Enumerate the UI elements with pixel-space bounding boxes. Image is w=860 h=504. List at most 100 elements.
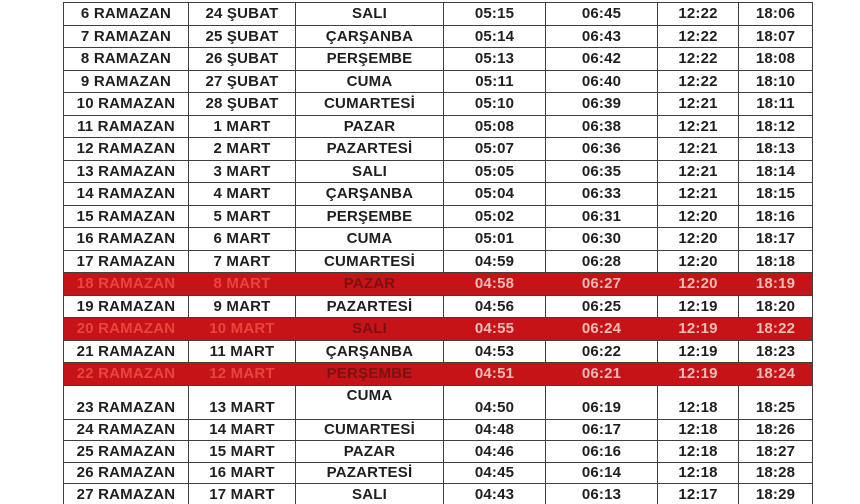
- ramazan-day-cell: 20 RAMAZAN: [63, 317, 189, 341]
- ramazan-day-cell: 22 RAMAZAN: [63, 362, 189, 386]
- time-cell: 18:13: [738, 137, 813, 161]
- time-cell: 04:43: [443, 483, 546, 504]
- table-row: 13 RAMAZAN 3 MART SALI 05:05 06:35 12:21 18:14: [63, 159, 813, 183]
- time-cell: 18:20: [738, 294, 813, 318]
- weekday-cell: CUMARTESİ: [295, 418, 444, 441]
- ramazan-day-cell: 26 RAMAZAN: [63, 461, 189, 484]
- date-cell: 15 MART: [188, 440, 296, 463]
- time-cell: 18:23: [738, 339, 813, 363]
- time-cell: 12:21: [657, 137, 739, 161]
- ramazan-day-cell: 18 RAMAZAN: [63, 272, 189, 296]
- time-cell: 18:28: [738, 461, 813, 484]
- time-cell: 12:20: [657, 272, 739, 296]
- time-cell: 06:13: [545, 483, 658, 504]
- ramazan-day-cell: 24 RAMAZAN: [63, 418, 189, 441]
- time-cell: 06:25: [545, 294, 658, 318]
- ramazan-day-cell: 23 RAMAZAN: [63, 384, 189, 420]
- table-row: 27 RAMAZAN 17 MART SALI 04:43 06:13 12:17 18:2…: [63, 483, 813, 504]
- time-cell: 18:24: [738, 362, 813, 386]
- weekday-cell: PERŞEMBE: [295, 362, 444, 386]
- date-cell: 8 MART: [188, 272, 296, 296]
- weekday-cell: CUMARTESİ: [295, 92, 444, 116]
- time-cell: 12:22: [657, 47, 739, 71]
- date-cell: 25 ŞUBAT: [188, 24, 296, 48]
- date-cell: 4 MART: [188, 182, 296, 206]
- table-row: 9 RAMAZAN 27 ŞUBAT CUMA 05:11 06:40 12:22 18:1…: [63, 69, 813, 93]
- weekday-cell: PAZARTESİ: [295, 461, 444, 484]
- time-cell: 18:14: [738, 159, 813, 183]
- time-cell: 06:19: [545, 384, 658, 420]
- time-cell: 18:27: [738, 440, 813, 463]
- time-cell: 04:56: [443, 294, 546, 318]
- time-cell: 05:10: [443, 92, 546, 116]
- date-cell: 12 MART: [188, 362, 296, 386]
- time-cell: 06:31: [545, 204, 658, 228]
- time-cell: 04:45: [443, 461, 546, 484]
- time-cell: 06:39: [545, 92, 658, 116]
- time-cell: 18:11: [738, 92, 813, 116]
- time-cell: 12:22: [657, 69, 739, 93]
- time-cell: 04:51: [443, 362, 546, 386]
- weekday-cell: PERŞEMBE: [295, 47, 444, 71]
- ramazan-day-cell: 25 RAMAZAN: [63, 440, 189, 463]
- date-cell: 13 MART: [188, 384, 296, 420]
- table-row: 23 RAMAZAN 13 MART CUMA 04:50 06:19 12:18 18:2…: [63, 384, 813, 420]
- time-cell: 18:16: [738, 204, 813, 228]
- time-cell: 18:10: [738, 69, 813, 93]
- ramazan-day-cell: 14 RAMAZAN: [63, 182, 189, 206]
- time-cell: 12:21: [657, 182, 739, 206]
- time-cell: 05:08: [443, 114, 546, 138]
- time-cell: 12:19: [657, 317, 739, 341]
- time-cell: 12:18: [657, 461, 739, 484]
- time-cell: 18:18: [738, 249, 813, 273]
- time-cell: 12:20: [657, 227, 739, 251]
- table-row: 15 RAMAZAN 5 MART PERŞEMBE 05:02 06:31 12:20 1…: [63, 204, 813, 228]
- table-row: 24 RAMAZAN 14 MART CUMARTESİ 04:48 06:17 12:1…: [63, 418, 813, 441]
- date-cell: 28 ŞUBAT: [188, 92, 296, 116]
- ramazan-day-cell: 8 RAMAZAN: [63, 47, 189, 71]
- imsakiye-table: 6 RAMAZAN 24 ŞUBAT SALI 05:15 06:45 12:22 18:0…: [63, 2, 813, 504]
- table-row: 20 RAMAZAN 10 MART SALI 04:55 06:24 12:19 18:2…: [63, 317, 813, 341]
- time-cell: 04:58: [443, 272, 546, 296]
- time-cell: 05:07: [443, 137, 546, 161]
- time-cell: 18:06: [738, 2, 813, 26]
- weekday-cell: SALI: [295, 2, 444, 26]
- weekday-cell: ÇARŞANBA: [295, 182, 444, 206]
- table-row: 21 RAMAZAN 11 MART ÇARŞANBA 04:53 06:22 12:19…: [63, 339, 813, 363]
- time-cell: 05:01: [443, 227, 546, 251]
- ramazan-day-cell: 6 RAMAZAN: [63, 2, 189, 26]
- date-cell: 26 ŞUBAT: [188, 47, 296, 71]
- time-cell: 12:18: [657, 418, 739, 441]
- ramazan-day-cell: 11 RAMAZAN: [63, 114, 189, 138]
- weekday-cell: CUMA: [295, 69, 444, 93]
- time-cell: 12:21: [657, 159, 739, 183]
- time-cell: 12:19: [657, 362, 739, 386]
- weekday-cell: PAZARTESİ: [295, 294, 444, 318]
- date-cell: 17 MART: [188, 483, 296, 504]
- time-cell: 06:45: [545, 2, 658, 26]
- ramazan-day-cell: 19 RAMAZAN: [63, 294, 189, 318]
- time-cell: 12:19: [657, 294, 739, 318]
- date-cell: 5 MART: [188, 204, 296, 228]
- time-cell: 04:46: [443, 440, 546, 463]
- table-row: 22 RAMAZAN 12 MART PERŞEMBE 04:51 06:21 12:19…: [63, 362, 813, 386]
- ramazan-day-cell: 7 RAMAZAN: [63, 24, 189, 48]
- time-cell: 18:17: [738, 227, 813, 251]
- time-cell: 12:22: [657, 24, 739, 48]
- date-cell: 2 MART: [188, 137, 296, 161]
- time-cell: 18:19: [738, 272, 813, 296]
- date-cell: 7 MART: [188, 249, 296, 273]
- time-cell: 06:36: [545, 137, 658, 161]
- time-cell: 04:55: [443, 317, 546, 341]
- ramazan-day-cell: 9 RAMAZAN: [63, 69, 189, 93]
- time-cell: 12:17: [657, 483, 739, 504]
- time-cell: 05:04: [443, 182, 546, 206]
- weekday-cell: CUMA: [295, 384, 444, 420]
- ramazan-day-cell: 16 RAMAZAN: [63, 227, 189, 251]
- time-cell: 06:24: [545, 317, 658, 341]
- time-cell: 06:42: [545, 47, 658, 71]
- date-cell: 1 MART: [188, 114, 296, 138]
- time-cell: 05:14: [443, 24, 546, 48]
- time-cell: 06:33: [545, 182, 658, 206]
- ramazan-day-cell: 13 RAMAZAN: [63, 159, 189, 183]
